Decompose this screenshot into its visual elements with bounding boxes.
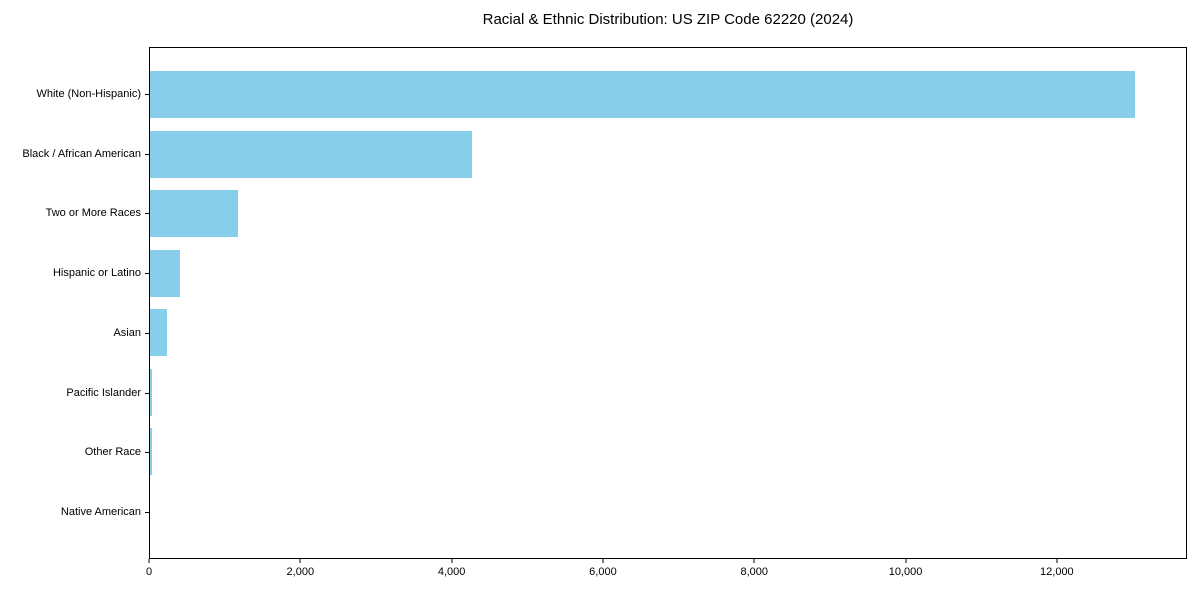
x-axis-tick-label: 12,000 — [1040, 566, 1074, 578]
bar-row — [150, 184, 1186, 244]
data-bar — [150, 368, 153, 416]
y-axis-tick — [145, 512, 149, 514]
bar-row — [150, 65, 1186, 125]
y-axis-category-label: White (Non-Hispanic) — [36, 87, 141, 100]
x-axis-tick-label: 10,000 — [888, 566, 923, 578]
y-axis-tick — [145, 392, 149, 394]
x-axis-tick-label: 0 — [145, 566, 153, 578]
data-bar — [150, 249, 181, 297]
x-axis-tick — [299, 559, 301, 563]
data-bar — [150, 130, 472, 178]
y-axis-category-label: Hispanic or Latino — [52, 267, 141, 280]
y-axis-category-label: Other Race — [84, 446, 141, 459]
y-axis-tick — [145, 213, 149, 215]
y-axis-tick — [145, 153, 149, 155]
x-axis-tick — [905, 559, 907, 563]
plot-area — [149, 47, 1187, 559]
y-axis-category-label: Pacific Islander — [66, 386, 141, 399]
data-bar — [150, 428, 153, 476]
y-axis-tick — [145, 273, 149, 275]
bar-row — [150, 244, 1186, 304]
y-axis-category-label: Native American — [60, 506, 141, 519]
x-axis-tick — [451, 559, 453, 563]
y-axis-category-label: Asian — [113, 326, 141, 339]
data-bar — [150, 309, 167, 357]
y-axis-tick — [145, 332, 149, 334]
bar-row — [150, 363, 1186, 423]
x-axis-tick-label: 8,000 — [740, 566, 768, 578]
data-bar — [150, 71, 1136, 119]
y-axis-tick — [145, 452, 149, 454]
bar-row — [150, 303, 1186, 363]
x-axis-tick — [753, 559, 755, 563]
bar-row — [150, 482, 1186, 542]
x-axis-tick-label: 2,000 — [286, 566, 315, 578]
y-axis-tick — [145, 93, 149, 95]
x-axis-tick — [148, 559, 150, 563]
bar-row — [150, 125, 1186, 185]
x-axis-tick-label: 6,000 — [589, 566, 617, 578]
bars-container — [150, 48, 1186, 558]
x-axis-tick — [1056, 559, 1058, 563]
data-bar — [150, 190, 239, 238]
y-axis-category-label: Two or More Races — [45, 207, 141, 220]
x-axis-tick — [602, 559, 604, 563]
y-axis-category-label: Black / African American — [22, 147, 141, 160]
bar-row — [150, 422, 1186, 482]
chart-title: Racial & Ethnic Distribution: US ZIP Cod… — [482, 11, 854, 28]
x-axis-tick-label: 4,000 — [437, 566, 466, 578]
